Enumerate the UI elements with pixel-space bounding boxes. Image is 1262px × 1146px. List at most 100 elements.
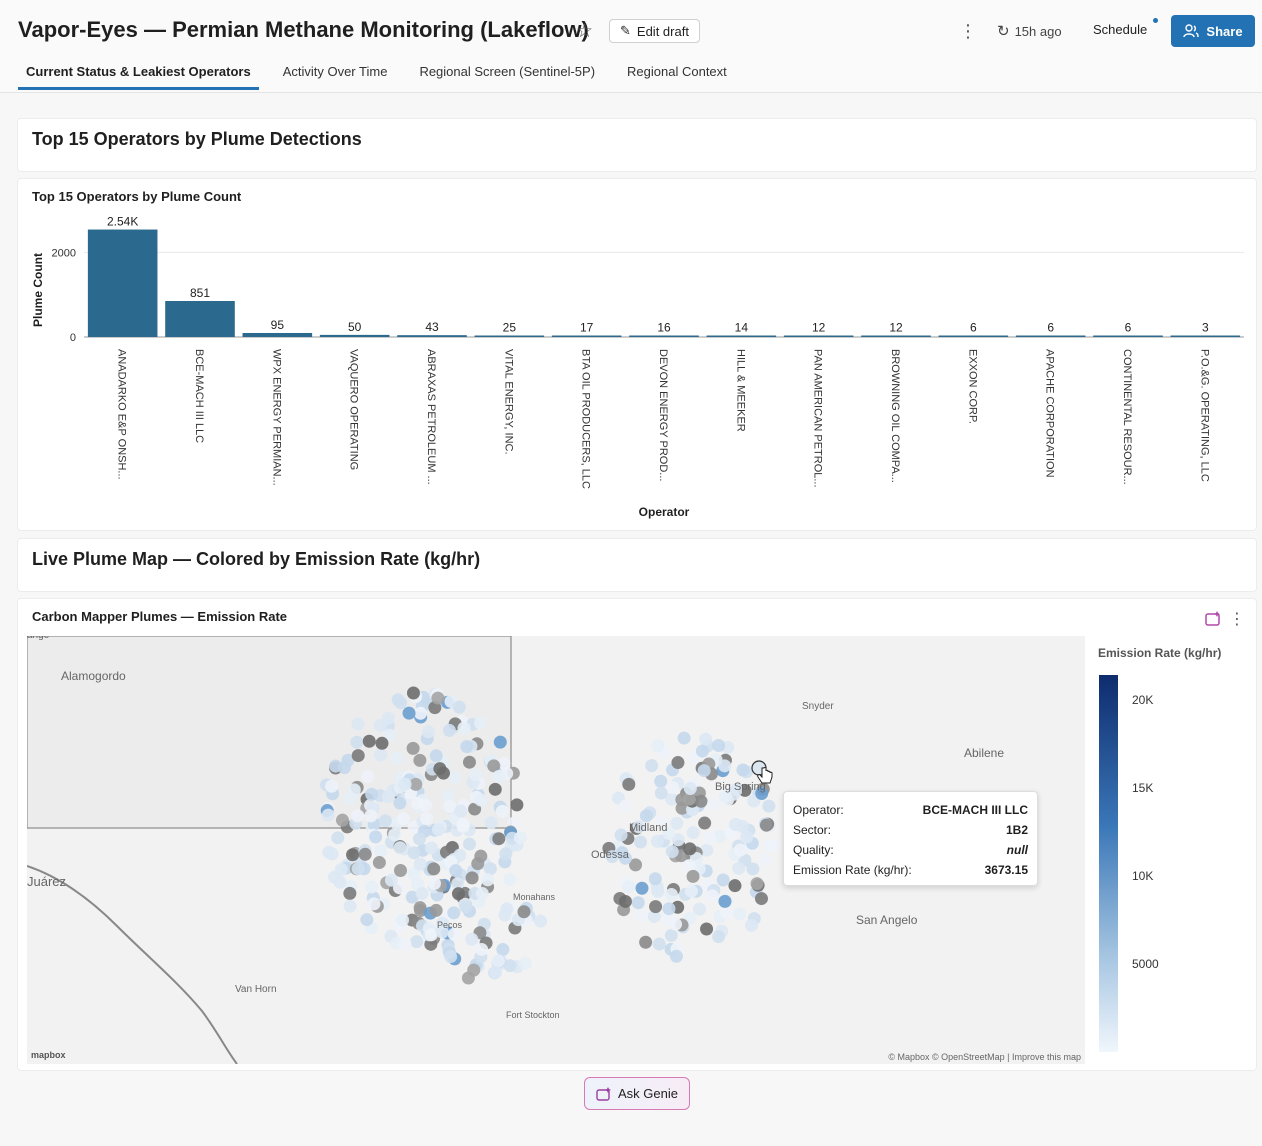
plume-marker bbox=[365, 787, 379, 801]
plume-marker bbox=[475, 887, 489, 901]
ask-genie-button[interactable]: Ask Genie bbox=[584, 1077, 690, 1110]
data-label: 3 bbox=[1202, 321, 1209, 335]
plume-marker bbox=[388, 828, 402, 842]
map-label: Abilene bbox=[964, 746, 1005, 760]
plume-marker bbox=[618, 851, 632, 865]
plume-marker bbox=[675, 801, 689, 815]
data-label: 95 bbox=[271, 318, 285, 332]
plume-marker bbox=[451, 887, 465, 901]
map-canvas[interactable] bbox=[27, 636, 1085, 1064]
plume-marker bbox=[622, 880, 636, 894]
plume-marker bbox=[762, 838, 776, 852]
plume-marker bbox=[671, 756, 685, 770]
plume-marker bbox=[671, 833, 685, 847]
plume-marker bbox=[447, 927, 461, 941]
star-icon[interactable]: ☆ bbox=[576, 21, 594, 42]
tooltip-key: Quality: bbox=[793, 843, 834, 857]
plume-marker bbox=[325, 779, 339, 793]
data-label: 14 bbox=[735, 321, 749, 335]
plume-marker bbox=[695, 744, 709, 758]
plume-marker bbox=[341, 753, 355, 767]
tab-activity-over-time[interactable]: Activity Over Time bbox=[282, 64, 388, 79]
plume-marker bbox=[713, 829, 727, 843]
refresh-label: 15h ago bbox=[1014, 23, 1062, 39]
share-button[interactable]: Share bbox=[1171, 15, 1255, 47]
bar bbox=[551, 335, 622, 337]
plume-marker bbox=[510, 798, 524, 812]
plume-marker bbox=[686, 869, 700, 883]
plume-marker bbox=[334, 862, 348, 876]
plume-map[interactable]: ange Alamogordo Snyder Abilene Midland O… bbox=[27, 636, 1085, 1064]
bar bbox=[242, 332, 313, 337]
plume-marker bbox=[614, 828, 628, 842]
plume-marker bbox=[716, 873, 730, 887]
tooltip-value: 3673.15 bbox=[984, 863, 1028, 877]
x-tick-label: BTA OIL PRODUCERS, LLC bbox=[580, 349, 592, 489]
plume-marker bbox=[729, 783, 743, 797]
plume-marker bbox=[755, 787, 769, 801]
plume-marker bbox=[362, 734, 376, 748]
more-options-icon[interactable]: ⋮ bbox=[959, 21, 977, 41]
plume-marker bbox=[391, 693, 405, 707]
x-tick-label: BROWNING OIL COMPA... bbox=[889, 349, 901, 483]
plume-marker bbox=[622, 777, 636, 791]
plume-marker bbox=[431, 823, 445, 837]
x-tick-label: VITAL ENERGY, INC. bbox=[502, 349, 514, 455]
refresh-button[interactable]: ↻ 15h ago bbox=[997, 22, 1062, 40]
map-attribution[interactable]: © Mapbox © OpenStreetMap | Improve this … bbox=[888, 1052, 1081, 1062]
plume-marker bbox=[394, 864, 408, 878]
legend-tick: 15K bbox=[1132, 781, 1154, 795]
widget-menu-icon[interactable]: ⋮ bbox=[1229, 611, 1245, 628]
map-label: Odessa bbox=[591, 849, 629, 861]
legend-tick: 20K bbox=[1132, 693, 1154, 707]
section-title: Top 15 Operators by Plume Detections bbox=[32, 129, 362, 149]
plume-marker bbox=[483, 862, 497, 876]
data-label: 6 bbox=[970, 321, 977, 335]
plume-marker bbox=[634, 909, 648, 923]
ask-genie-label: Ask Genie bbox=[618, 1086, 678, 1101]
plume-marker bbox=[410, 935, 424, 949]
data-label: 2.54K bbox=[107, 215, 138, 229]
tooltip-row: Operator: BCE-MACH III LLC bbox=[793, 800, 1028, 820]
x-axis-label: Operator bbox=[639, 505, 690, 519]
legend-colorbar bbox=[1099, 675, 1118, 1052]
bar bbox=[861, 335, 931, 337]
plume-marker bbox=[367, 897, 381, 911]
plume-marker bbox=[632, 820, 646, 834]
bar bbox=[397, 335, 467, 337]
plume-marker bbox=[413, 753, 427, 767]
plume-marker bbox=[364, 809, 378, 823]
y-axis-label: Plume Count bbox=[31, 253, 45, 327]
plume-marker bbox=[645, 759, 659, 773]
y-tick-label: 0 bbox=[70, 332, 76, 344]
plume-marker bbox=[350, 735, 364, 749]
bar bbox=[474, 335, 545, 337]
plume-marker bbox=[686, 826, 700, 840]
bar-chart-widget: Top 15 Operators by Plume Count 0 2000 Plu… bbox=[17, 178, 1257, 531]
plume-marker bbox=[424, 928, 438, 942]
legend-tick: 5000 bbox=[1132, 957, 1159, 971]
tab-current-status[interactable]: Current Status & Leakiest Operators bbox=[18, 60, 259, 90]
mapbox-logo: mapbox bbox=[31, 1050, 66, 1060]
schedule-button[interactable]: Schedule bbox=[1093, 22, 1148, 37]
edit-draft-button[interactable]: ✎ Edit draft bbox=[609, 19, 700, 43]
plume-marker bbox=[435, 925, 449, 939]
plume-marker bbox=[413, 857, 427, 871]
plume-marker bbox=[351, 717, 365, 731]
data-label: 50 bbox=[348, 320, 362, 334]
tooltip-key: Operator: bbox=[793, 803, 844, 817]
tab-regional-context[interactable]: Regional Context bbox=[627, 64, 727, 79]
plume-marker bbox=[329, 759, 343, 773]
assistant-sparkle-icon[interactable] bbox=[1204, 610, 1222, 628]
plume-marker bbox=[707, 797, 721, 811]
tab-regional-screen[interactable]: Regional Screen (Sentinel-5P) bbox=[419, 64, 596, 79]
plume-marker bbox=[407, 867, 421, 881]
map-label: Pecos bbox=[437, 920, 463, 930]
plume-marker bbox=[503, 873, 517, 887]
data-label: 12 bbox=[812, 321, 826, 335]
plume-marker bbox=[441, 789, 455, 803]
plume-marker bbox=[649, 900, 663, 914]
plume-marker bbox=[762, 799, 776, 813]
plume-marker bbox=[728, 879, 742, 893]
plume-marker bbox=[488, 782, 502, 796]
